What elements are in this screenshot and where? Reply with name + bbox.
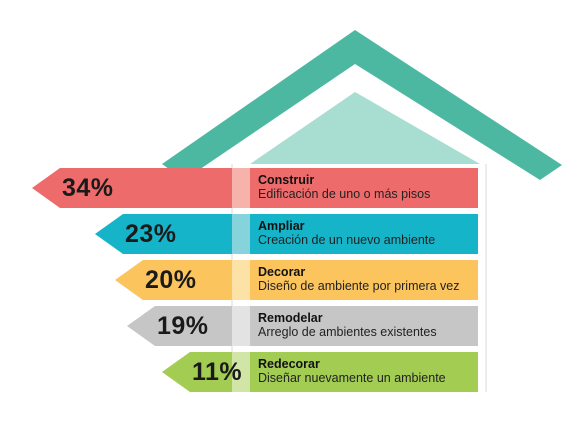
segment-description: Diseñar nuevamente un ambiente xyxy=(258,371,446,385)
segment-arrow xyxy=(95,214,232,254)
segment-strip xyxy=(232,260,250,300)
segment-text-redecorar: Redecorar Diseñar nuevamente un ambiente xyxy=(258,357,478,386)
segment-box xyxy=(250,306,478,346)
house-gable xyxy=(250,92,480,164)
segment-box xyxy=(250,352,478,392)
segment-arrow xyxy=(162,352,232,392)
segment-text-remodelar: Remodelar Arreglo de ambientes existente… xyxy=(258,311,478,340)
segment-arrow xyxy=(32,168,232,208)
percent-label: 34% xyxy=(62,174,114,202)
percent-label: 11% xyxy=(192,358,243,386)
segment-box xyxy=(250,214,478,254)
segment-title: Construir xyxy=(258,173,315,187)
segment-arrow xyxy=(115,260,232,300)
segment-bands xyxy=(32,168,478,392)
segment-box xyxy=(250,168,478,208)
percent-label: 19% xyxy=(157,312,209,340)
segment-strip xyxy=(232,214,250,254)
segment-title: Redecorar xyxy=(258,357,320,371)
percent-label: 20% xyxy=(145,266,197,294)
segment-text-ampliar: Ampliar Creación de un nuevo ambiente xyxy=(258,219,478,248)
segment-description: Creación de un nuevo ambiente xyxy=(258,233,436,247)
segment-strip xyxy=(232,352,250,392)
segment-description: Diseño de ambiente por primera vez xyxy=(258,279,460,293)
segment-box xyxy=(250,260,478,300)
segment-text-construir: Construir Edificación de uno o más pisos xyxy=(258,173,478,202)
segment-strip xyxy=(232,306,250,346)
percent-label: 23% xyxy=(125,220,177,248)
segment-text-decorar: Decorar Diseño de ambiente por primera v… xyxy=(258,265,478,294)
segment-arrow xyxy=(127,306,232,346)
segment-title: Remodelar xyxy=(258,311,323,325)
segment-description: Arreglo de ambientes existentes xyxy=(258,325,437,339)
segment-description: Edificación de uno o más pisos xyxy=(258,187,431,201)
segment-title: Decorar xyxy=(258,265,306,279)
segment-title: Ampliar xyxy=(258,219,305,233)
house-roof xyxy=(162,30,562,180)
segment-strip xyxy=(232,168,250,208)
